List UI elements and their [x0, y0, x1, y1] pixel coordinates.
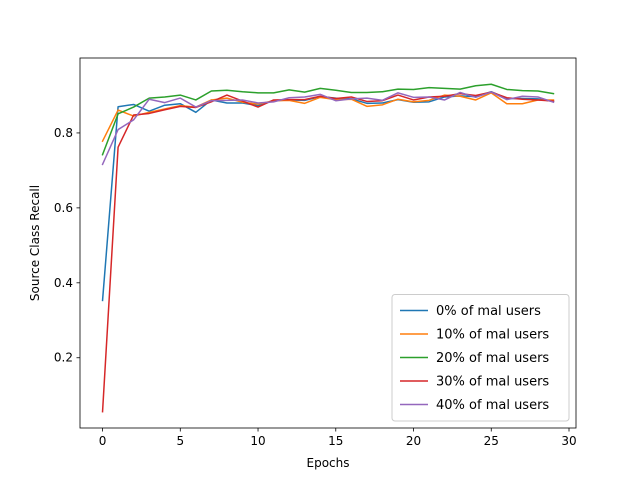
x-axis-label: Epochs — [307, 456, 350, 470]
x-tick-label: 10 — [250, 434, 265, 448]
y-tick-label: 0.4 — [54, 276, 73, 290]
x-tick-label: 15 — [328, 434, 343, 448]
x-tick-label: 20 — [406, 434, 421, 448]
x-tick-label: 25 — [484, 434, 499, 448]
legend-label: 0% of mal users — [436, 304, 541, 319]
y-axis-label: Source Class Recall — [28, 185, 42, 301]
x-axis-ticks: 0 5 10 15 20 25 30 — [99, 428, 577, 448]
legend-label: 40% of mal users — [436, 398, 549, 413]
legend-label: 30% of mal users — [436, 375, 549, 390]
legend: 0% of mal users 10% of mal users 20% of ma… — [391, 294, 570, 422]
series-line-4 — [101, 91, 555, 166]
y-axis-ticks: 0.2 0.4 0.6 0.8 — [54, 126, 80, 365]
legend-label: 20% of mal users — [436, 351, 549, 366]
series-line-2 — [101, 83, 555, 156]
y-tick-label: 0.6 — [54, 201, 73, 215]
series-lines — [101, 83, 555, 413]
x-tick-label: 30 — [561, 434, 576, 448]
plot-frame — [79, 57, 577, 429]
y-tick-label: 0.2 — [54, 351, 73, 365]
x-tick-label: 5 — [176, 434, 184, 448]
x-tick-label: 0 — [99, 434, 107, 448]
y-tick-label: 0.8 — [54, 126, 73, 140]
legend-box — [391, 294, 570, 422]
legend-label: 10% of mal users — [436, 328, 549, 343]
